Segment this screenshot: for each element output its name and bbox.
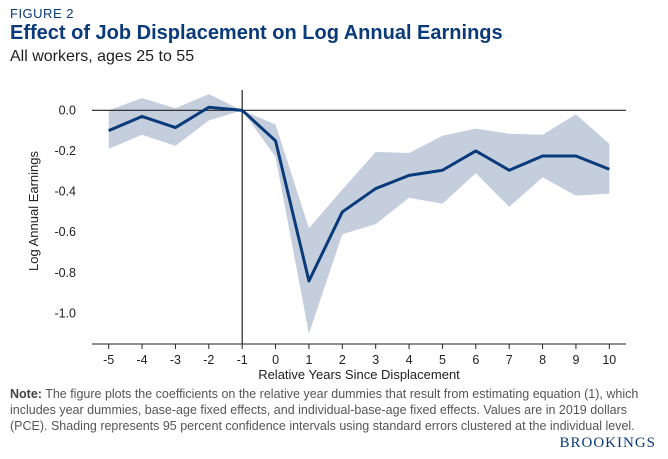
x-tick-label: 4 xyxy=(406,353,413,367)
series-line xyxy=(108,105,610,283)
y-tick-label: -0.2 xyxy=(54,144,76,158)
x-tick-label: 3 xyxy=(372,353,379,367)
y-axis-label: Log Annual Earnings xyxy=(26,151,41,271)
x-tick-label: 8 xyxy=(539,353,546,367)
x-tick-label: 2 xyxy=(339,353,346,367)
tick-label-layer: -5 -4 -3 -2 -1 0 1 2 3 4 5 6 7 8 9 10 0.0 -0.2 -0.4 -0.6 -0.… xyxy=(54,103,616,367)
series-line-layer xyxy=(108,105,610,283)
chart-note: Note: The figure plots the coefficients … xyxy=(10,386,650,434)
confidence-band-layer xyxy=(108,94,610,334)
x-tick-label: -3 xyxy=(170,353,181,367)
x-tick-label: 10 xyxy=(602,353,616,367)
y-tick-label: -1.0 xyxy=(54,307,76,321)
x-tick-label: 9 xyxy=(572,353,579,367)
x-tick-label: 1 xyxy=(305,353,312,367)
x-tick-label: 5 xyxy=(439,353,446,367)
axis-layer xyxy=(92,90,626,349)
y-tick-label: -0.6 xyxy=(54,225,76,239)
x-tick-label: 7 xyxy=(506,353,513,367)
note-label: Note: xyxy=(10,387,42,401)
x-tick-label: -2 xyxy=(203,353,214,367)
chart-subtitle: All workers, ages 25 to 55 xyxy=(10,48,195,65)
y-tick-label: 0.0 xyxy=(59,103,76,117)
confidence-band xyxy=(108,94,610,334)
x-tick-label: -1 xyxy=(237,353,248,367)
chart-title: Effect of Job Displacement on Log Annual… xyxy=(10,22,503,44)
x-axis-label: Relative Years Since Displacement xyxy=(258,367,460,382)
x-tick-label: 0 xyxy=(272,353,279,367)
chart-svg: -5 -4 -3 -2 -1 0 1 2 3 4 5 6 7 8 9 10 0.0 -0.2 -0.4 -0.6 -0.… xyxy=(26,90,626,382)
note-text: The figure plots the coefficients on the… xyxy=(10,387,639,433)
x-tick-label: -4 xyxy=(137,353,148,367)
brand-logo: BROOKINGS xyxy=(559,435,656,451)
figure-label: FIGURE 2 xyxy=(10,6,74,21)
y-tick-label: -0.4 xyxy=(54,185,76,199)
y-tick-label: -0.8 xyxy=(54,266,76,280)
x-tick-label: -5 xyxy=(103,353,114,367)
x-tick-label: 6 xyxy=(472,353,479,367)
